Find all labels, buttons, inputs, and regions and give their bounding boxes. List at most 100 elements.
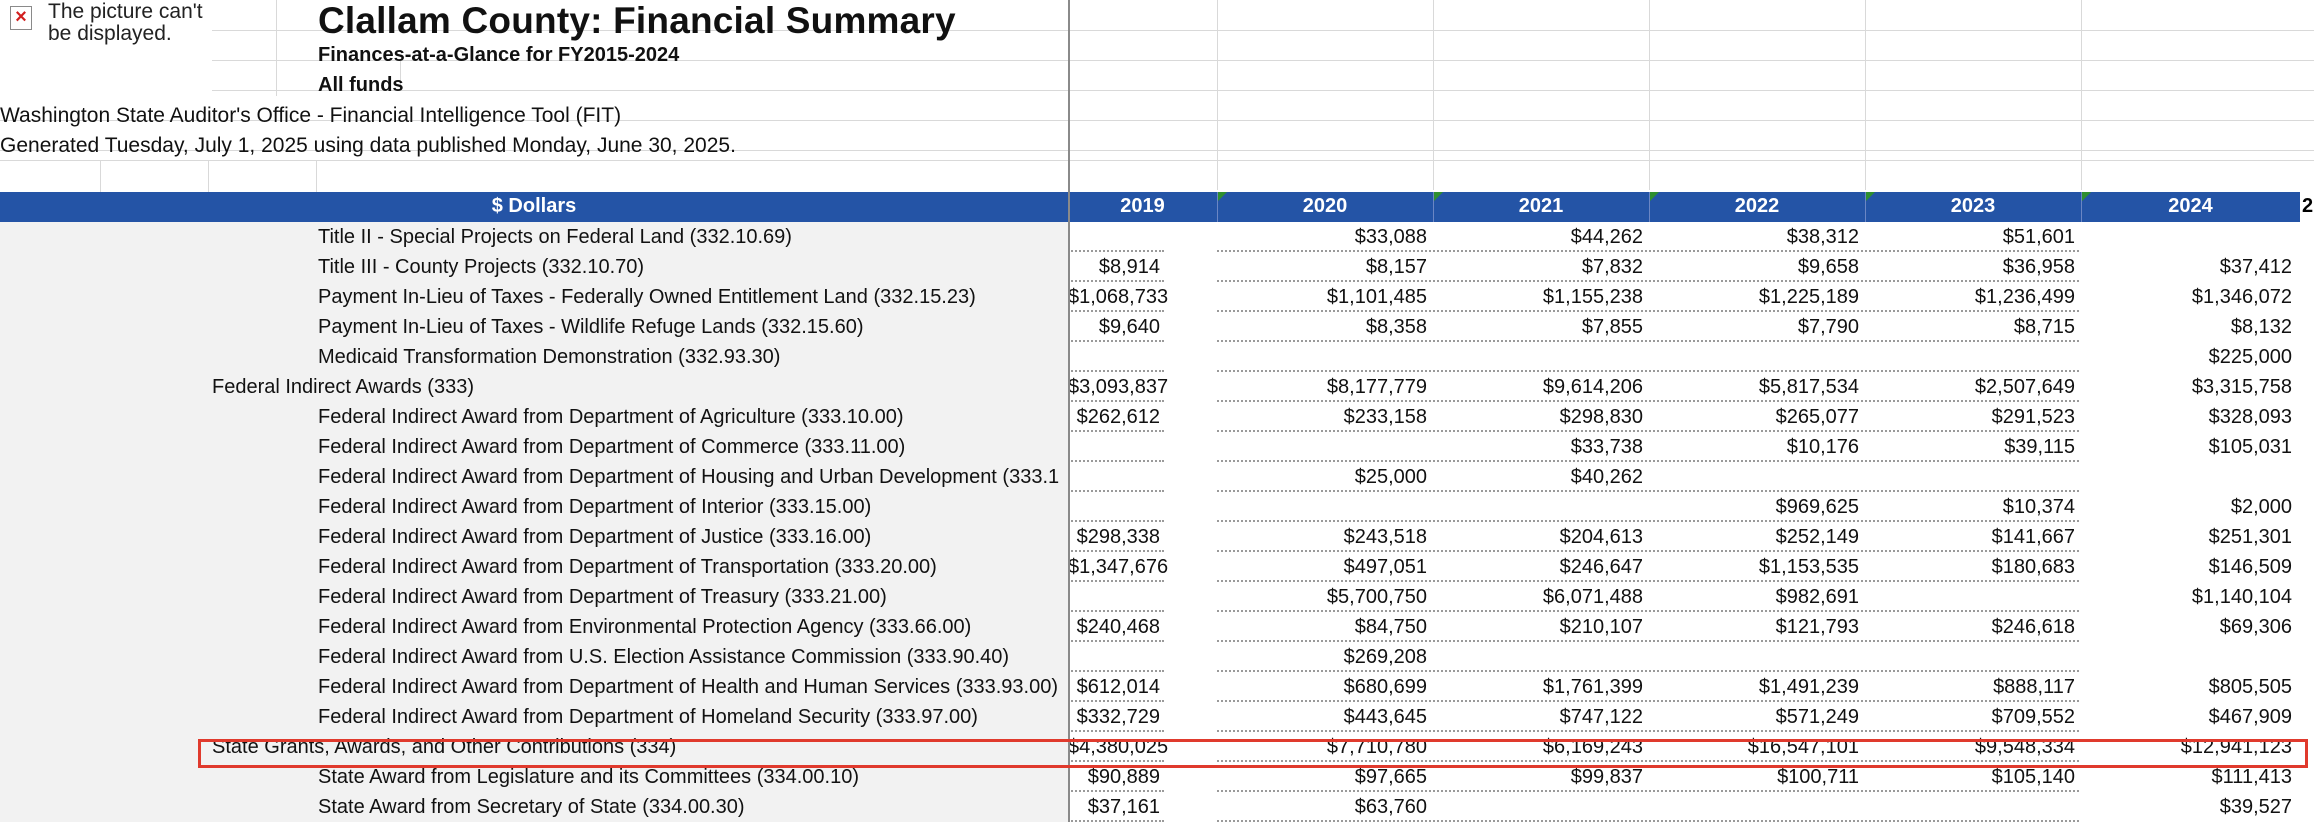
value-cell-2021[interactable] [1433, 642, 1643, 672]
value-cell-2020[interactable] [1217, 342, 1427, 372]
value-cell-2022[interactable]: $5,817,534 [1758, 376, 1859, 398]
value-cell-2023[interactable]: $888,117 [1993, 676, 2075, 698]
value-cell-2019[interactable]: $37,161 [1087, 796, 1160, 818]
value-cell-2024[interactable]: $3,315,758 [2191, 376, 2292, 398]
row-label[interactable]: Federal Indirect Award from Department o… [318, 676, 1058, 698]
value-cell-2019[interactable] [1068, 582, 1160, 612]
value-cell-2019[interactable]: $298,338 [1076, 526, 1160, 548]
row-label[interactable]: State Award from Legislature and its Com… [318, 766, 860, 788]
value-cell-2021[interactable]: $9,614,206 [1542, 376, 1643, 398]
value-cell-2022[interactable]: $7,790 [1797, 316, 1859, 338]
row-label[interactable]: State Award from Secretary of State (334… [318, 796, 745, 818]
value-cell-2023[interactable]: $105,140 [1991, 766, 2075, 788]
value-cell-2022[interactable]: $121,793 [1775, 616, 1859, 638]
value-cell-2021[interactable]: $99,837 [1570, 766, 1643, 788]
row-label[interactable]: Title III - County Projects (332.10.70) [318, 256, 645, 278]
value-cell-2023[interactable]: $10,374 [2002, 496, 2075, 518]
value-cell-2024[interactable]: $225,000 [2208, 346, 2292, 368]
value-cell-2020[interactable]: $8,177,779 [1326, 376, 1427, 398]
value-cell-2019[interactable]: $8,914 [1098, 256, 1160, 278]
value-cell-2021[interactable]: $40,262 [1570, 466, 1643, 488]
value-cell-2023[interactable]: $51,601 [2002, 226, 2075, 248]
row-label[interactable]: Medicaid Transformation Demonstration (3… [318, 346, 781, 368]
value-cell-2021[interactable] [1433, 342, 1643, 372]
value-cell-2019[interactable]: $1,347,676 [1068, 556, 1169, 578]
value-cell-2019[interactable]: $262,612 [1076, 406, 1160, 428]
value-cell-2023[interactable]: $246,618 [1991, 616, 2075, 638]
value-cell-2021[interactable] [1433, 492, 1643, 522]
row-label[interactable]: Payment In-Lieu of Taxes - Wildlife Refu… [318, 316, 864, 338]
value-cell-2023[interactable]: $2,507,649 [1974, 376, 2075, 398]
value-cell-2020[interactable]: $7,710,780 [1326, 736, 1427, 758]
dollars-column-header[interactable]: $ Dollars [491, 195, 577, 217]
value-cell-2019[interactable] [1068, 492, 1160, 522]
value-cell-2019[interactable]: $4,380,025 [1068, 736, 1169, 758]
year-column-header[interactable]: 2022 [1734, 195, 1780, 217]
value-cell-2024[interactable]: $805,505 [2208, 676, 2292, 698]
value-cell-2022[interactable]: $10,176 [1786, 436, 1859, 458]
value-cell-2022[interactable]: $969,625 [1775, 496, 1859, 518]
value-cell-2024[interactable]: $69,306 [2219, 616, 2292, 638]
value-cell-2023[interactable]: $1,236,499 [1974, 286, 2075, 308]
value-cell-2019[interactable] [1068, 642, 1160, 672]
value-cell-2024[interactable] [2081, 222, 2292, 252]
value-cell-2023[interactable]: $291,523 [1991, 406, 2075, 428]
value-cell-2023[interactable]: $39,115 [2004, 436, 2075, 458]
value-cell-2020[interactable]: $233,158 [1343, 406, 1427, 428]
value-cell-2023[interactable]: $8,715 [2013, 316, 2075, 338]
value-cell-2024[interactable]: $8,132 [2230, 316, 2292, 338]
value-cell-2023[interactable] [1865, 342, 2075, 372]
value-cell-2020[interactable]: $97,665 [1354, 766, 1427, 788]
value-cell-2022[interactable]: $9,658 [1797, 256, 1859, 278]
value-cell-2021[interactable]: $6,071,488 [1542, 586, 1643, 608]
value-cell-2021[interactable]: $6,169,243 [1542, 736, 1643, 758]
row-label[interactable]: Federal Indirect Award from Department o… [318, 706, 978, 728]
value-cell-2019[interactable] [1068, 432, 1160, 462]
value-cell-2020[interactable]: $497,051 [1343, 556, 1427, 578]
value-cell-2021[interactable]: $33,738 [1570, 436, 1643, 458]
value-cell-2023[interactable] [1865, 582, 2075, 612]
value-cell-2024[interactable]: $105,031 [2208, 436, 2292, 458]
value-cell-2022[interactable]: $100,711 [1777, 766, 1859, 788]
value-cell-2020[interactable]: $8,358 [1365, 316, 1427, 338]
row-label[interactable]: Federal Indirect Award from U.S. Electio… [318, 646, 1010, 668]
value-cell-2024[interactable]: $251,301 [2208, 526, 2292, 548]
value-cell-2024[interactable]: $2,000 [2230, 496, 2292, 518]
value-cell-2023[interactable]: $709,552 [1991, 706, 2075, 728]
value-cell-2024[interactable] [2081, 462, 2292, 492]
value-cell-2020[interactable]: $1,101,485 [1326, 286, 1427, 308]
value-cell-2022[interactable] [1649, 642, 1859, 672]
value-cell-2022[interactable]: $1,153,535 [1758, 556, 1859, 578]
value-cell-2022[interactable]: $16,547,101 [1747, 736, 1859, 758]
value-cell-2021[interactable]: $7,855 [1581, 316, 1643, 338]
value-cell-2020[interactable]: $243,518 [1343, 526, 1427, 548]
value-cell-2019[interactable]: $1,068,733 [1068, 286, 1169, 308]
value-cell-2019[interactable]: $332,729 [1076, 706, 1160, 728]
value-cell-2019[interactable]: $9,640 [1098, 316, 1160, 338]
year-column-header[interactable]: 2019 [1120, 195, 1165, 217]
value-cell-2020[interactable]: $5,700,750 [1326, 586, 1427, 608]
value-cell-2020[interactable] [1217, 492, 1427, 522]
value-cell-2020[interactable]: $84,750 [1354, 616, 1427, 638]
value-cell-2019[interactable] [1068, 342, 1160, 372]
value-cell-2021[interactable]: $204,613 [1559, 526, 1643, 548]
value-cell-2024[interactable]: $111,413 [2211, 766, 2292, 788]
value-cell-2024[interactable]: $1,140,104 [2191, 586, 2292, 608]
value-cell-2022[interactable]: $982,691 [1775, 586, 1859, 608]
value-cell-2021[interactable]: $246,647 [1559, 556, 1643, 578]
row-label[interactable]: Federal Indirect Award from Department o… [318, 586, 887, 608]
row-label[interactable]: Federal Indirect Award from Department o… [318, 526, 872, 548]
value-cell-2020[interactable]: $269,208 [1343, 646, 1427, 668]
value-cell-2024[interactable]: $37,412 [2219, 256, 2292, 278]
value-cell-2022[interactable] [1649, 792, 1859, 822]
value-cell-2024[interactable]: $1,346,072 [2191, 286, 2292, 308]
value-cell-2023[interactable] [1865, 642, 2075, 672]
value-cell-2021[interactable]: $1,761,399 [1542, 676, 1643, 698]
value-cell-2022[interactable] [1649, 462, 1859, 492]
value-cell-2019[interactable]: $612,014 [1076, 676, 1160, 698]
value-cell-2024[interactable]: $328,093 [2208, 406, 2292, 428]
year-column-header[interactable]: 2021 [1518, 195, 1564, 217]
value-cell-2020[interactable]: $63,760 [1354, 796, 1427, 818]
value-cell-2021[interactable] [1433, 792, 1643, 822]
value-cell-2020[interactable]: $680,699 [1343, 676, 1427, 698]
